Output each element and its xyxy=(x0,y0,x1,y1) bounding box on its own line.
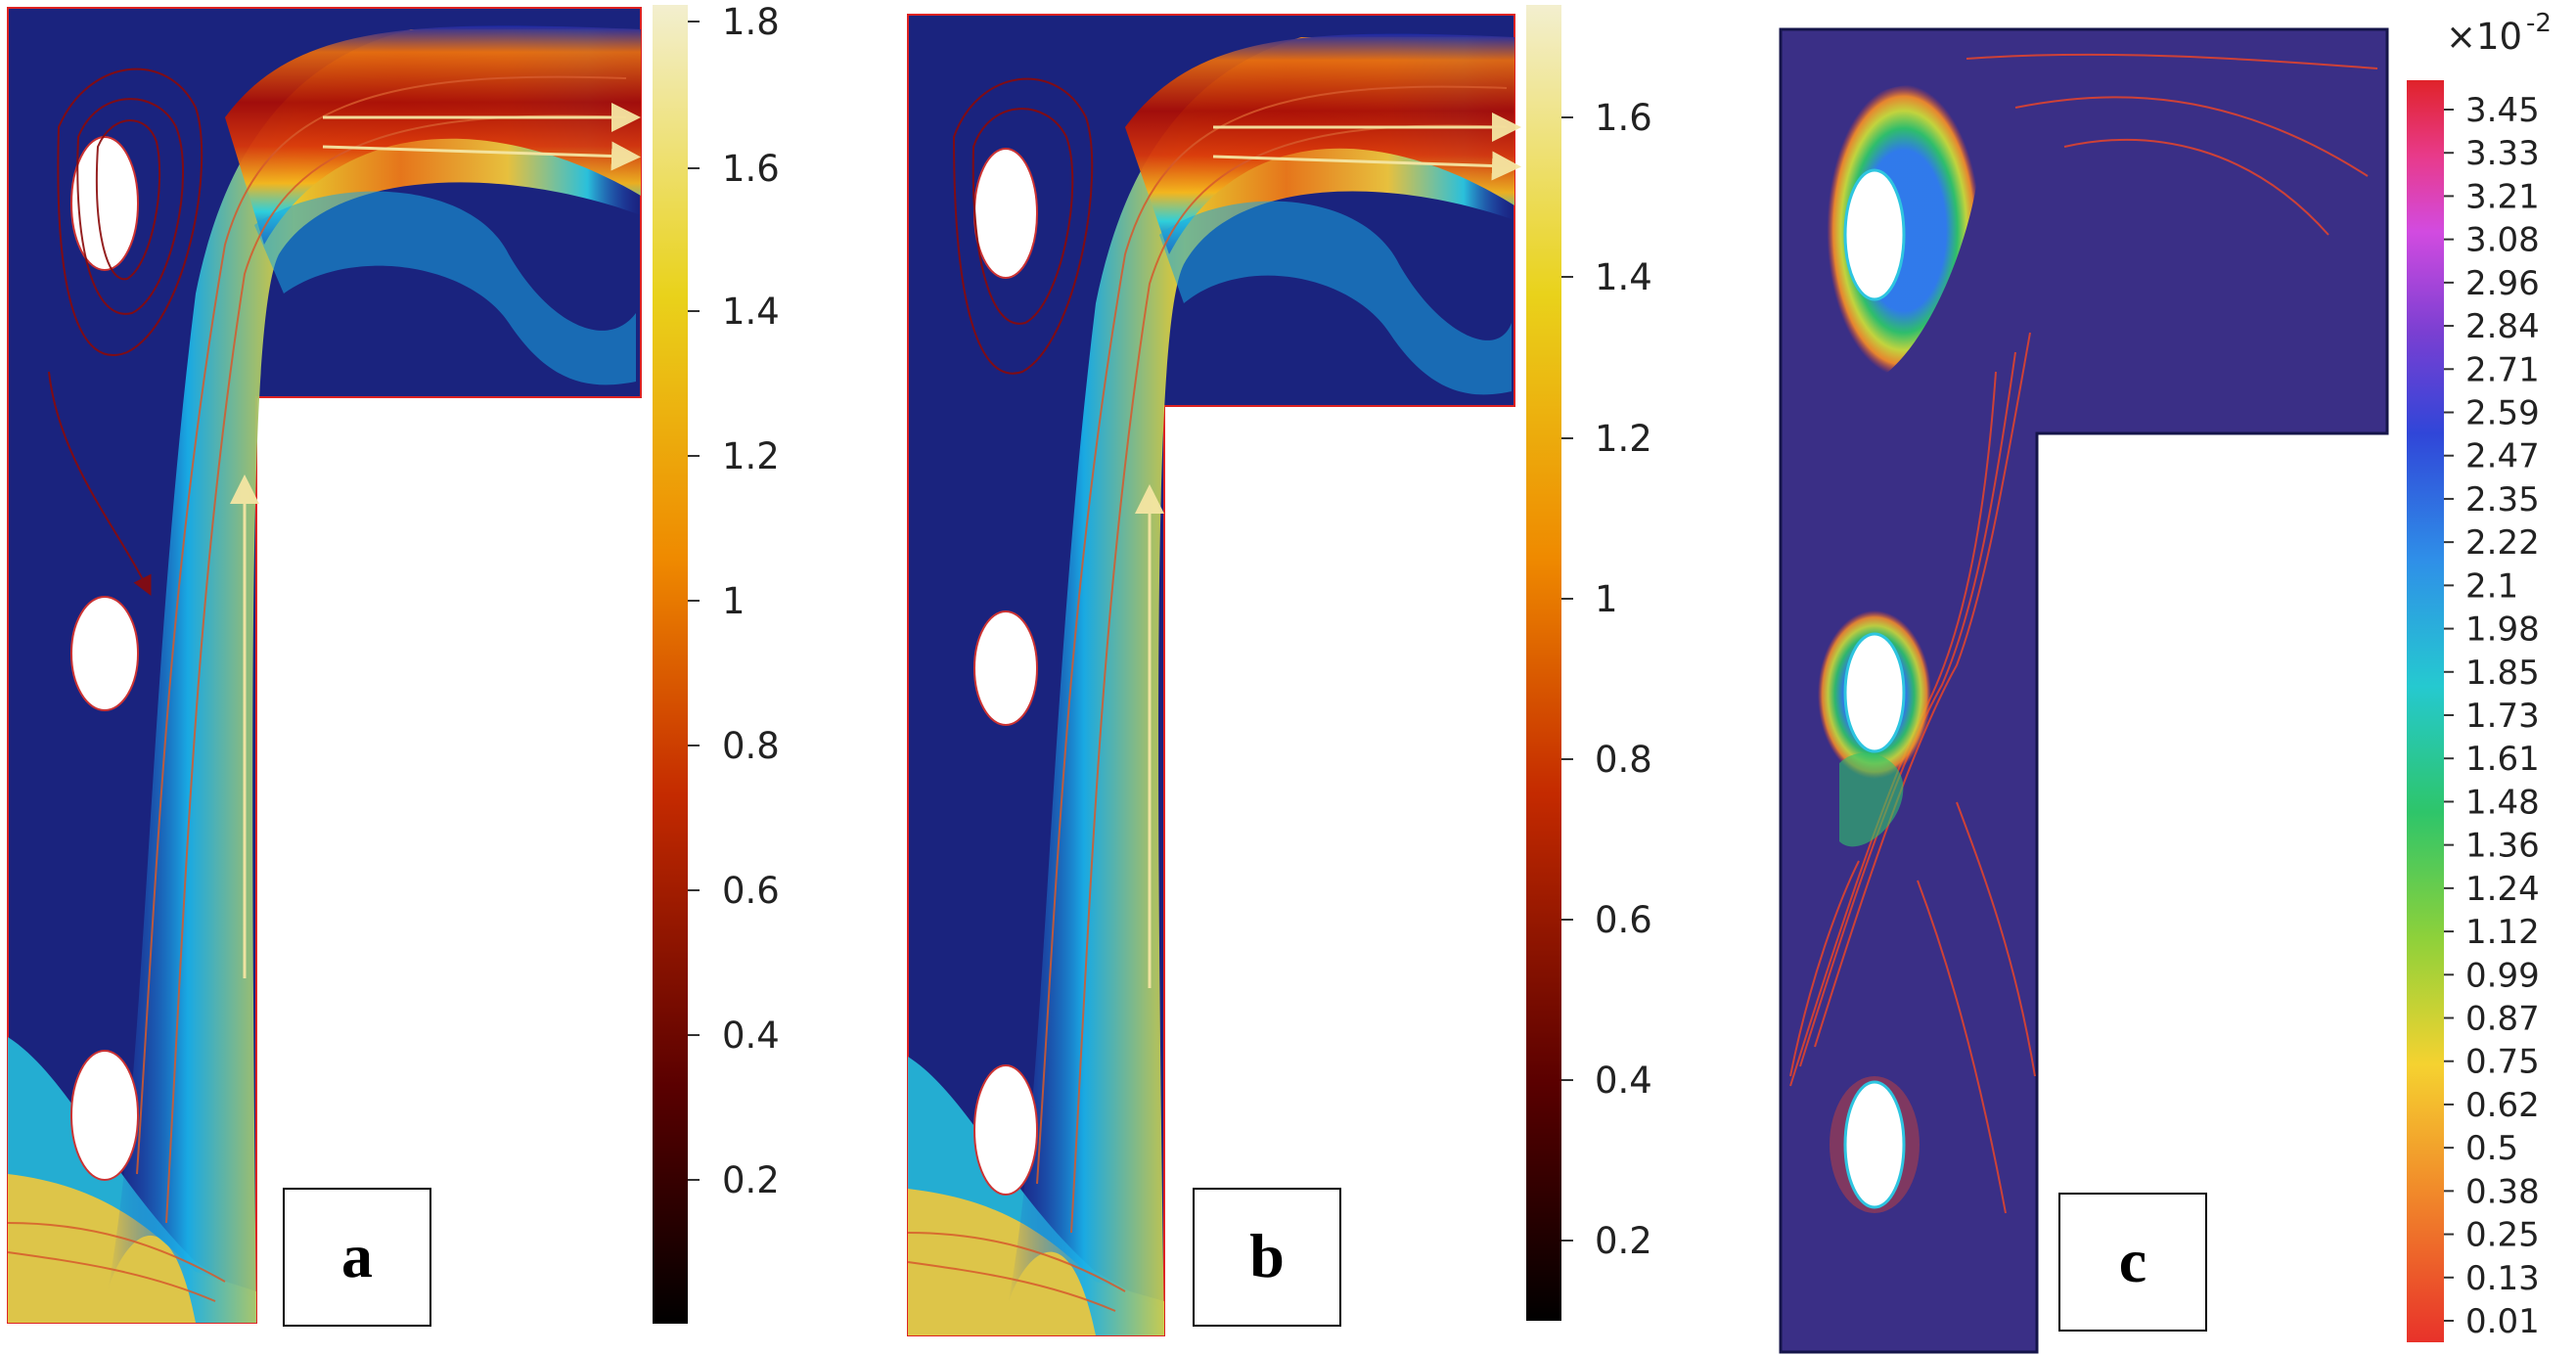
colorbar-tick: 2.35 xyxy=(2465,480,2540,519)
cylinder-obstacle xyxy=(70,596,139,711)
colorbar-tick: 1.98 xyxy=(2465,610,2540,650)
colorbar-tick: 2.59 xyxy=(2465,394,2540,433)
colorbar-tick: 0.4 xyxy=(722,1015,780,1057)
colorbar-tick: 0.13 xyxy=(2465,1259,2540,1298)
svg-text:b: b xyxy=(1249,1221,1285,1290)
colorbar-tick: 0.2 xyxy=(1595,1220,1652,1262)
colorbar-tick: 0.75 xyxy=(2465,1043,2540,1082)
colorbar-tick: 1.6 xyxy=(1595,97,1652,139)
colorbar-tick: 1.8 xyxy=(722,1,780,43)
colorbar-b: 1.6 1.4 1.2 1 0.8 0.6 0.4 0.2 xyxy=(1526,5,1652,1321)
colorbar-tick: 0.2 xyxy=(722,1159,780,1201)
cylinder-obstacle xyxy=(1843,632,1906,753)
panel-label-b: b xyxy=(1193,1188,1341,1327)
colorbar-tick: 1.2 xyxy=(722,435,780,477)
cylinder-obstacle xyxy=(70,136,139,271)
velocity-field-a xyxy=(7,7,642,1324)
colorbar-tick: 0.4 xyxy=(1595,1060,1652,1102)
streamlines xyxy=(952,77,1094,375)
svg-text:a: a xyxy=(341,1221,373,1290)
colorbar-tick: 1.85 xyxy=(2465,654,2540,693)
colorbar-tick: 2.84 xyxy=(2465,307,2540,346)
colorbar-tick: 2.1 xyxy=(2465,566,2518,606)
colorbar-tick: 3.21 xyxy=(2465,177,2540,216)
colorbar-tick: 3.08 xyxy=(2465,221,2540,260)
colorbar-tick: 0.99 xyxy=(2465,956,2540,995)
cylinder-obstacle xyxy=(973,1064,1038,1196)
colorbar-multiplier: ×10 xyxy=(2446,16,2522,58)
contour-field-c xyxy=(1779,27,2389,1354)
colorbar-tick: 0.01 xyxy=(2465,1302,2540,1341)
colorbar-tick: 1.36 xyxy=(2465,827,2540,866)
cylinder-obstacle xyxy=(973,148,1038,279)
colorbar-tick: 1.4 xyxy=(722,291,780,333)
svg-text:c: c xyxy=(2119,1226,2147,1295)
colorbar-tick: 0.6 xyxy=(1595,899,1652,941)
colorbar-a: 1.8 1.6 1.4 1.2 1 0.8 0.6 0.4 0.2 xyxy=(653,1,780,1324)
colorbar-tick: 2.96 xyxy=(2465,264,2540,303)
colorbar-tick: 1.4 xyxy=(1595,256,1652,298)
colorbar-tick: 0.5 xyxy=(2465,1129,2518,1168)
panel-label-c: c xyxy=(2058,1193,2207,1332)
panel-a: 1.8 1.6 1.4 1.2 1 0.8 0.6 0.4 0.2 a xyxy=(7,1,780,1327)
cylinder-obstacle xyxy=(973,610,1038,726)
colorbar-tick: 0.25 xyxy=(2465,1216,2540,1255)
colorbar-tick: 1.61 xyxy=(2465,740,2540,779)
colorbar-tick: 1.12 xyxy=(2465,913,2540,952)
colorbar-tick: 1 xyxy=(722,580,746,622)
panel-label-a: a xyxy=(283,1188,431,1327)
colorbar-tick: 0.87 xyxy=(2465,1000,2540,1039)
velocity-field-b xyxy=(907,14,1521,1336)
colorbar-tick: 2.22 xyxy=(2465,523,2540,563)
colorbar-c: ×10 -2 3.45 3.33 3.21 3.08 2.96 2.84 2.71 2.59 2… xyxy=(2407,9,2552,1342)
cylinder-obstacle xyxy=(1843,1080,1906,1209)
cylinder-obstacle xyxy=(1843,168,1906,301)
colorbar-tick: 3.33 xyxy=(2465,134,2540,173)
colorbar-tick: 0.62 xyxy=(2465,1086,2540,1125)
colorbar-tick: 3.45 xyxy=(2465,91,2540,130)
colorbar-tick: 0.38 xyxy=(2465,1172,2540,1211)
colorbar-exponent: -2 xyxy=(2526,9,2552,38)
colorbar-tick: 1.24 xyxy=(2465,870,2540,909)
colorbar-tick: 1.6 xyxy=(722,148,780,190)
colorbar-tick: 2.71 xyxy=(2465,350,2540,389)
colorbar-tick: 0.6 xyxy=(722,870,780,912)
panel-c: ×10 -2 3.45 3.33 3.21 3.08 2.96 2.84 2.71 2.59 2… xyxy=(1779,9,2552,1354)
colorbar-tick: 1 xyxy=(1595,578,1618,620)
cylinder-obstacle xyxy=(70,1050,139,1181)
panel-b: 1.6 1.4 1.2 1 0.8 0.6 0.4 0.2 b xyxy=(907,5,1652,1336)
streamlines xyxy=(48,68,203,596)
colorbar-tick: 2.47 xyxy=(2465,437,2540,476)
colorbar-tick: 1.73 xyxy=(2465,697,2540,736)
colorbar-tick: 1.2 xyxy=(1595,418,1652,460)
colorbar-tick: 0.8 xyxy=(722,725,780,767)
colorbar-tick: 0.8 xyxy=(1595,739,1652,781)
colorbar-tick: 1.48 xyxy=(2465,783,2540,822)
